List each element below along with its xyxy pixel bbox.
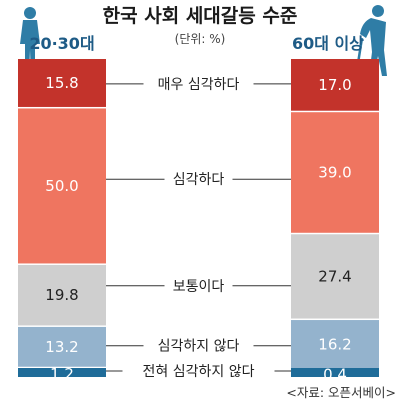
bar-segment-60s-over-not-serious (291, 320, 379, 370)
value-label-60s-over-very-serious: 17.0 (318, 76, 351, 94)
bar-segment-20-30s-serious (18, 108, 106, 264)
value-label-20-30s-very-serious: 15.8 (45, 74, 78, 92)
value-label-60s-over-not-serious: 16.2 (318, 336, 351, 354)
bar-segment-tail-20-30s (18, 368, 106, 377)
source-note: <자료: 오픈서베이> (286, 385, 396, 400)
elderly-person-icon (354, 5, 387, 77)
bars-layer: 15.8 50.0 19.8 13.2 1.2 17.0 39.0 27.4 16.2 0.4 (18, 59, 379, 384)
bar-segment-20-30s-neutral (18, 264, 106, 326)
category-label-not-at-all-serious: 전혀 심각하지 않다 (143, 364, 255, 380)
bar-segment-20-30s-not-serious (18, 326, 106, 367)
category-label-neutral: 보통이다 (173, 279, 225, 295)
bar-segment-tail-60s-over (291, 368, 379, 377)
category-label-very-serious: 매우 심각하다 (158, 77, 240, 93)
bar-segment-60s-over-serious (291, 112, 379, 233)
chart-title: 한국 사회 세대갈등 수준 (103, 5, 298, 27)
value-label-20-30s-neutral: 19.8 (45, 286, 78, 304)
bar-segment-60s-over-very-serious (291, 59, 379, 111)
value-label-60s-over-not-at-all-serious: 0.4 (323, 366, 347, 384)
group-label-20-30s: 20·30대 (29, 34, 94, 53)
bar-segment-60s-over-neutral (291, 234, 379, 319)
category-label-not-serious: 심각하지 않다 (158, 339, 240, 355)
bar-segment-20-30s-very-serious (18, 59, 106, 107)
unit-label: (단위: %) (175, 32, 226, 46)
group-label-60s-over: 60대 이상 (292, 34, 364, 53)
value-label-20-30s-not-at-all-serious: 1.2 (50, 365, 74, 383)
value-label-60s-over-neutral: 27.4 (318, 267, 351, 285)
value-label-60s-over-serious: 39.0 (318, 163, 351, 181)
value-label-20-30s-not-serious: 13.2 (45, 338, 78, 356)
value-label-20-30s-serious: 50.0 (45, 177, 78, 195)
category-label-serious: 심각하다 (173, 172, 225, 188)
